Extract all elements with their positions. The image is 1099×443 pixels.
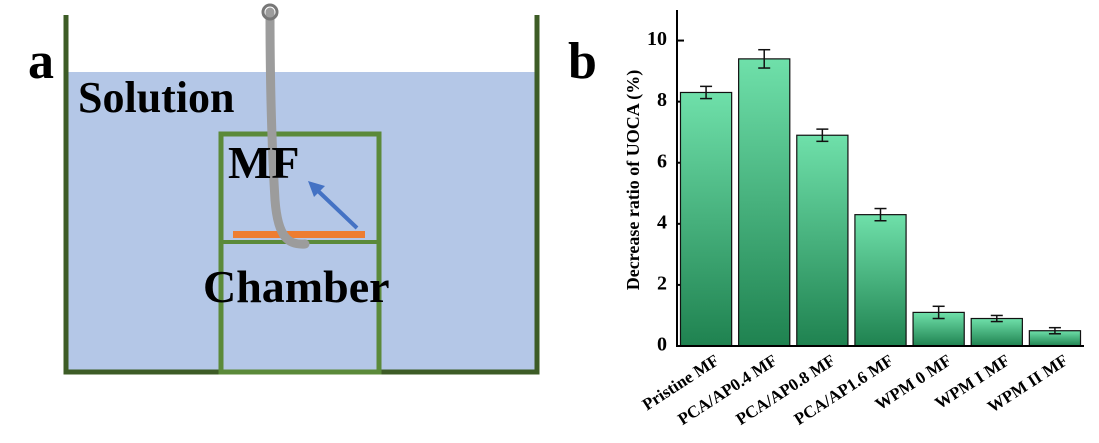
- diagram-label: Chamber: [203, 261, 390, 312]
- y-tick-label: 10: [647, 28, 667, 50]
- y-tick-label: 0: [657, 334, 667, 356]
- diagram-label: Solution: [78, 73, 235, 122]
- y-tick-label: 6: [657, 150, 667, 172]
- bar: [680, 92, 731, 346]
- bar: [971, 319, 1022, 346]
- y-tick-label: 8: [657, 89, 667, 111]
- bar: [855, 215, 906, 346]
- mf-sample: [233, 231, 365, 238]
- x-tick-label: PCA/AP1.6 MF: [791, 351, 897, 429]
- y-tick-label: 4: [657, 211, 667, 233]
- x-tick-label: PCA/AP0.4 MF: [674, 351, 780, 429]
- panel-label: a: [28, 33, 54, 90]
- figure: a Solution MF Chamber b Decrease ratio o…: [0, 0, 1099, 443]
- bar: [739, 59, 790, 346]
- x-tick-label: PCA/AP0.8 MF: [732, 351, 838, 429]
- diagram: a Solution MF Chamber: [28, 5, 537, 372]
- bar: [797, 135, 848, 346]
- panel-label: b: [568, 33, 597, 90]
- diagram-label: MF: [228, 137, 300, 188]
- y-axis-label: Decrease ratio of UOCA (%): [623, 70, 644, 291]
- y-tick-label: 2: [657, 273, 667, 295]
